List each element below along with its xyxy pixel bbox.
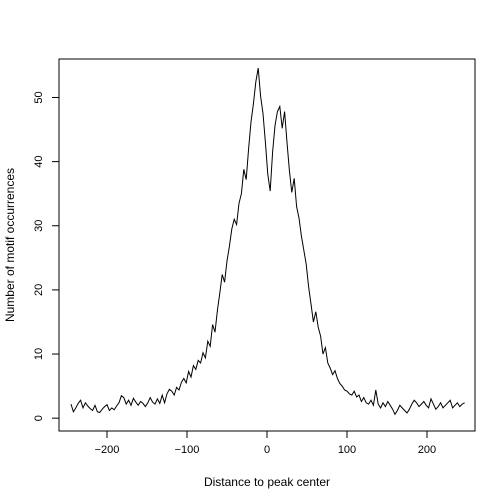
y-axis-label: Number of motif occurrences	[3, 168, 17, 322]
y-tick-label: 10	[33, 348, 45, 360]
y-tick-label: 0	[33, 415, 45, 421]
y-axis: 0 10 20 30 40 50	[33, 91, 59, 421]
y-tick-label: 30	[33, 220, 45, 232]
x-axis-label: Distance to peak center	[204, 475, 330, 489]
x-tick-label: 200	[418, 444, 436, 456]
y-tick-label: 40	[33, 155, 45, 167]
y-tick-label: 20	[33, 284, 45, 296]
x-axis: −200 −100 0 100 200	[95, 431, 436, 456]
y-tick-label: 50	[33, 91, 45, 103]
x-tick-label: 0	[264, 444, 270, 456]
x-tick-label: −100	[175, 444, 200, 456]
x-tick-label: −200	[95, 444, 120, 456]
series-line	[70, 67, 465, 416]
x-tick-label: 100	[338, 444, 356, 456]
plot-frame	[58, 58, 476, 432]
